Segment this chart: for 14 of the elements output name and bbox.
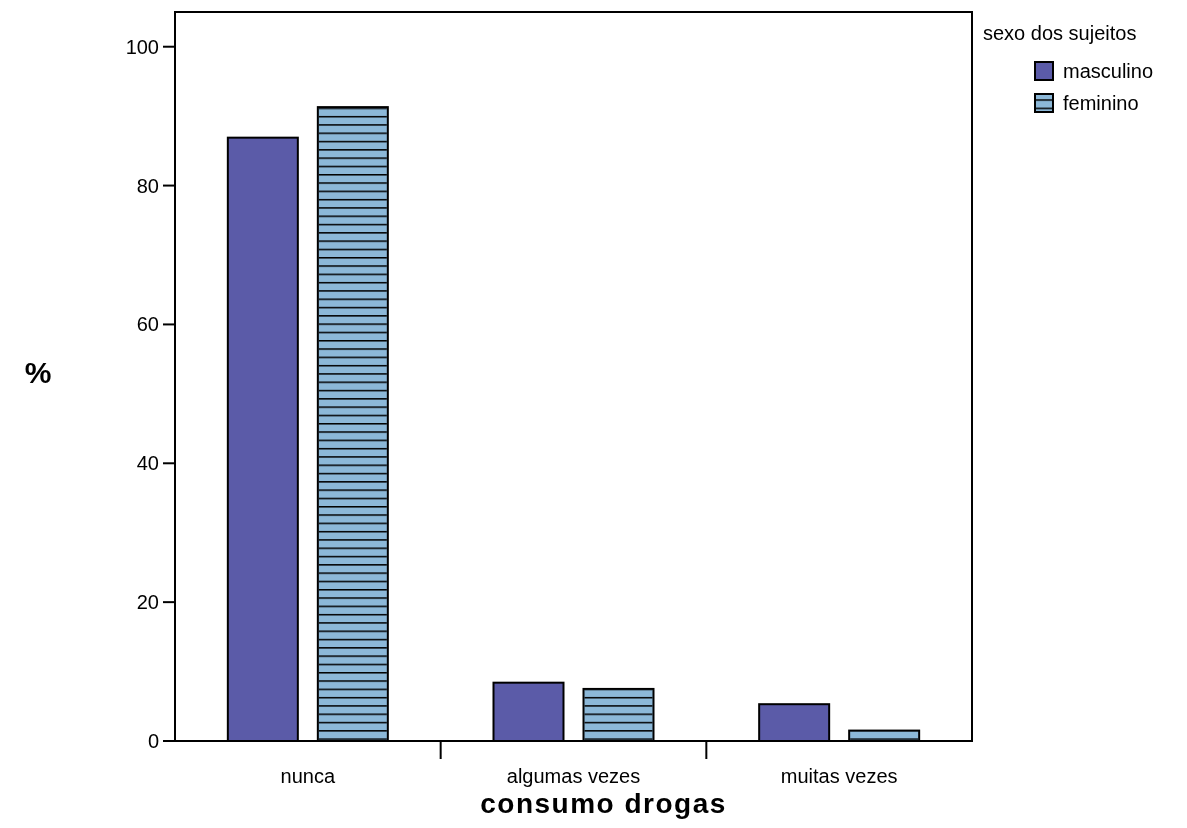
y-tick-label: 100: [125, 35, 159, 58]
y-tick-label: 40: [136, 452, 159, 475]
legend-label: masculino: [1063, 60, 1154, 82]
x-axis-title: consumo drogas: [480, 788, 727, 819]
x-tick-label: nunca: [280, 765, 336, 787]
y-tick-label: 0: [147, 730, 159, 752]
legend-title: sexo dos sujeitos: [983, 22, 1137, 44]
y-tick-label: 60: [136, 313, 159, 336]
x-tick-label: algumas vezes: [506, 765, 641, 787]
y-axis-title: %: [24, 356, 52, 389]
y-tick-label: 20: [136, 591, 159, 614]
x-tick-label: muitas vezes: [780, 765, 898, 787]
y-tick-label: 80: [136, 174, 159, 197]
legend-label: feminino: [1063, 92, 1139, 114]
